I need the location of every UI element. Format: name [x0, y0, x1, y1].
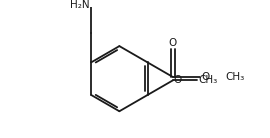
Text: H₂N: H₂N	[70, 0, 90, 10]
Text: CH₃: CH₃	[226, 72, 245, 82]
Text: O: O	[201, 72, 210, 82]
Text: CH₃: CH₃	[198, 75, 217, 85]
Text: O: O	[169, 38, 177, 48]
Text: O: O	[174, 75, 182, 85]
